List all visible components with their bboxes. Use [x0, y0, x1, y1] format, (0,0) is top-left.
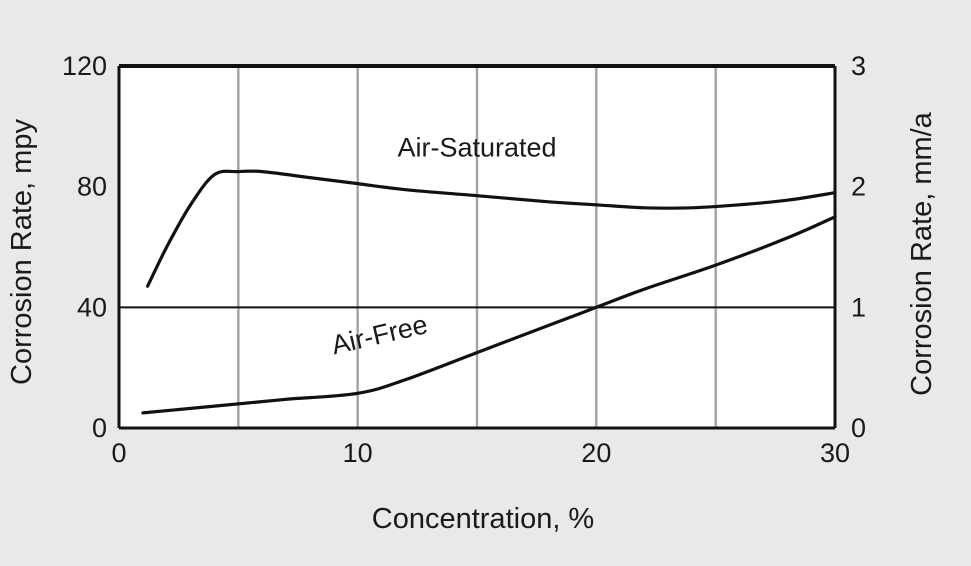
x-tick-label: 0 [111, 438, 126, 468]
series-layer [141, 169, 837, 415]
y-tick-right-label: 1 [851, 292, 866, 322]
y-tick-left-label: 0 [92, 413, 107, 443]
y-tick-right-label: 0 [851, 413, 866, 443]
series-line-air-free [141, 215, 837, 415]
y-axis-left-label: Corrosion Rate, mpy [6, 119, 38, 385]
y-tick-right-label: 2 [851, 172, 866, 202]
y-tick-left-label: 120 [62, 51, 107, 81]
series-line-air-saturated [146, 169, 837, 288]
gridlines [119, 66, 835, 428]
y-tick-left-label: 80 [77, 172, 107, 202]
y-tick-right-label: 3 [851, 51, 866, 81]
annotation-label: Air-Saturated [397, 133, 556, 163]
x-axis-label: Concentration, % [372, 503, 594, 535]
y-tick-left-label: 40 [77, 292, 107, 322]
x-tick-label: 10 [343, 438, 373, 468]
axes-frame [117, 64, 837, 430]
x-tick-label: 30 [820, 438, 850, 468]
y-axis-right-label: Corrosion Rate, mm/a [906, 111, 938, 396]
x-tick-label: 20 [581, 438, 611, 468]
